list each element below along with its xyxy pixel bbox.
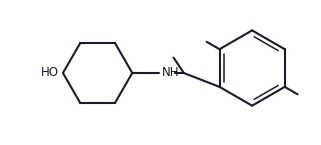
- Text: NH: NH: [162, 67, 179, 79]
- Text: HO: HO: [41, 67, 59, 79]
